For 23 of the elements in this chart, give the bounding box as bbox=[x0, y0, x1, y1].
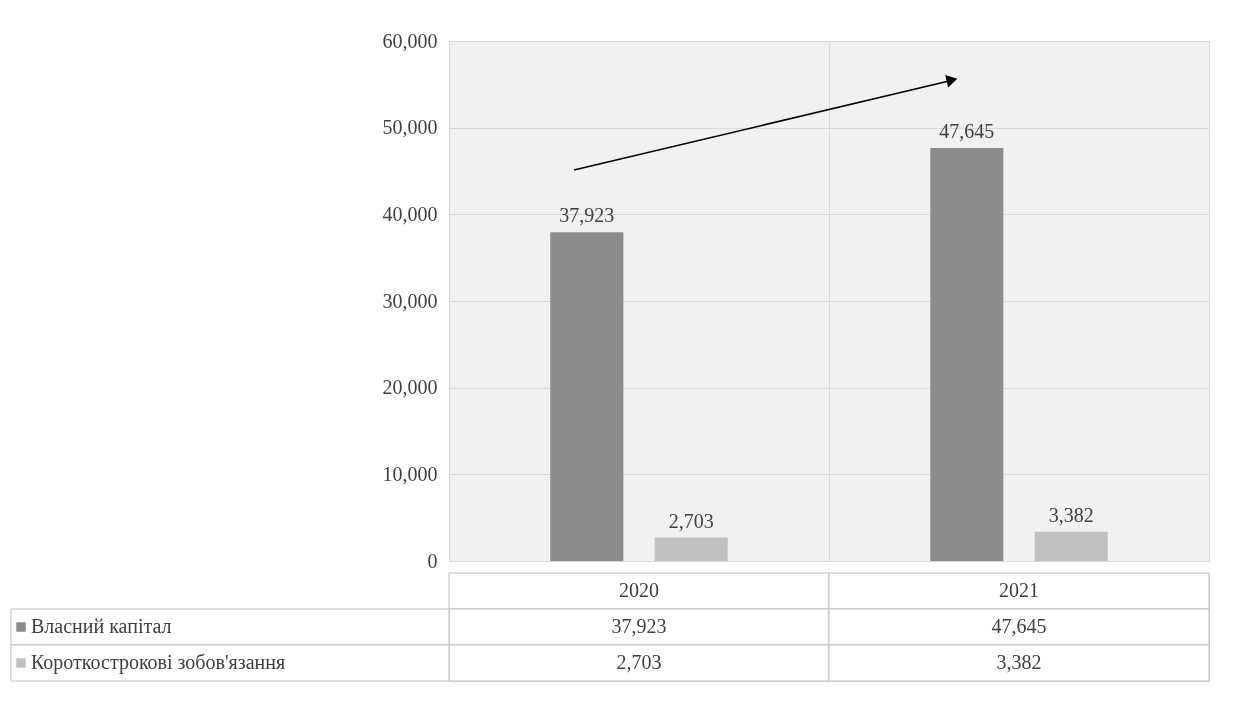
bar bbox=[550, 232, 624, 561]
y-tick-label: 30,000 bbox=[382, 289, 438, 312]
y-tick-label: 20,000 bbox=[382, 376, 438, 399]
bar bbox=[1034, 531, 1108, 561]
x-tick-label: 2021 bbox=[999, 579, 1039, 601]
data-label: 2,703 bbox=[616, 651, 662, 673]
legend-label: Власний капітал bbox=[31, 615, 172, 637]
text: 3,382 bbox=[1048, 503, 1094, 526]
y-tick-label: 50,000 bbox=[382, 116, 438, 139]
y-tick-label: 40,000 bbox=[382, 202, 438, 225]
data-label: 47,645 bbox=[991, 615, 1047, 637]
bar bbox=[930, 148, 1004, 561]
y-tick-label: 0 bbox=[427, 549, 438, 572]
text: 47,645 bbox=[939, 120, 995, 143]
bar bbox=[654, 537, 728, 561]
text: 2,703 bbox=[668, 509, 714, 532]
text: 37,923 bbox=[559, 204, 615, 227]
data-label: 3,382 bbox=[996, 651, 1042, 673]
legend-label: Короткострокові зобов'язання bbox=[31, 651, 286, 674]
data-label: 37,923 bbox=[611, 615, 667, 637]
x-tick-label: 2020 bbox=[619, 579, 659, 601]
y-tick-label: 10,000 bbox=[382, 462, 438, 485]
y-tick-label: 60,000 bbox=[382, 29, 438, 52]
